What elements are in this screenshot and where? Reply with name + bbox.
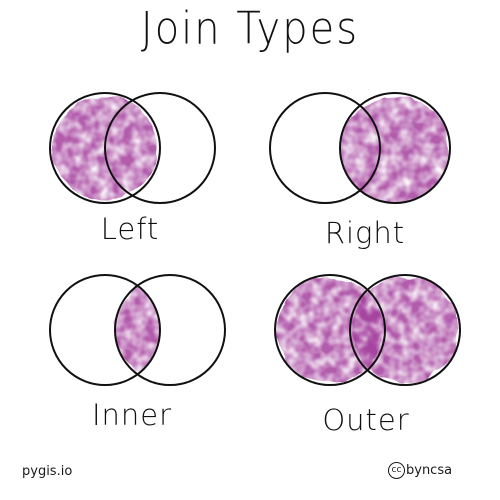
page-title: Join Types	[140, 3, 360, 55]
site-credit: pygis.io	[22, 464, 73, 479]
right-join-diagram	[269, 92, 451, 204]
outer-join-circle-b	[349, 274, 461, 386]
left-join-circle-b	[104, 92, 216, 204]
outer-join-label: Outer	[322, 403, 410, 437]
right-join-circle-a	[269, 92, 381, 204]
outer-join-shading-b	[352, 277, 458, 383]
left-join-circle-a	[49, 92, 161, 204]
license-text: byncsa	[406, 463, 453, 478]
inner-join-circle-b	[114, 274, 226, 386]
outer-join-circle-a	[274, 274, 386, 386]
inner-join-label: Inner	[91, 398, 173, 432]
inner-join-diagram	[49, 274, 226, 386]
inner-join-circle-a	[49, 274, 161, 386]
right-join-shading	[340, 97, 450, 203]
cc-icon: cc	[388, 462, 405, 479]
left-join-diagram	[49, 92, 216, 204]
right-join-label: Right	[324, 216, 406, 250]
license-credit: cc byncsa	[388, 462, 452, 479]
inner-join-shading	[115, 275, 160, 385]
outer-join-diagram	[274, 274, 461, 386]
left-join-label: Left	[100, 212, 160, 246]
right-join-circle-b	[339, 92, 451, 204]
